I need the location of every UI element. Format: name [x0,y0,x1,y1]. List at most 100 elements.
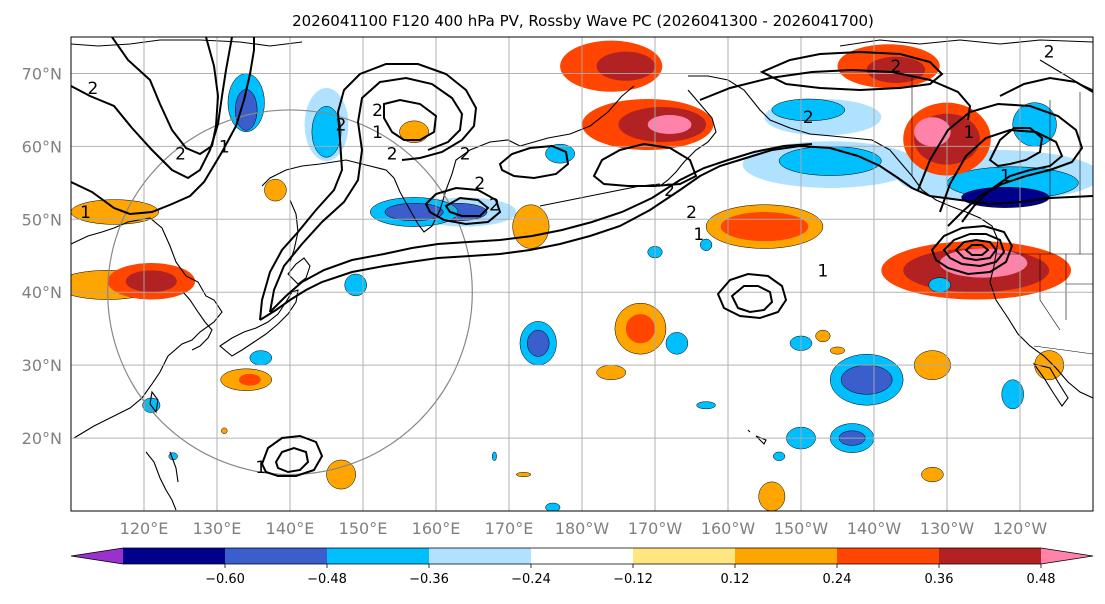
pv-anomaly-6 [647,115,692,134]
colorbar-tick-label: 0.12 [721,572,750,587]
map-frame [70,36,1094,512]
border-us-mexico [1033,345,1093,355]
colorbar-tick-labels: −0.60 −0.48 −0.36 −0.24 −0.12 0.12 0.24 0.36 0.4… [205,564,1056,587]
colorbar-extend-max [1041,548,1093,564]
pv-contour-2-north-b [699,68,972,121]
pv-anomaly-37 [815,329,831,343]
coast-canada-north [839,39,1093,47]
contour-label: 2 [890,57,901,77]
contour-label: 1 [817,261,828,281]
pv-contour-2-bering [498,144,570,180]
contour-label: 1 [80,203,91,223]
pv-anomaly-25 [311,106,342,158]
pv-anomaly-11 [771,98,846,122]
pv-anomaly-48 [829,346,846,355]
colorbar-segment [327,548,430,564]
rossby-region-circle [107,109,473,476]
pv-contour-ne-loop-b [939,128,1064,223]
colorbar-segment [225,548,328,564]
pv-anomaly-1 [596,51,655,81]
colorbar-segment [123,548,226,564]
colorbar-outline [70,547,1094,565]
lat-tick-label: 20°N [22,429,62,448]
contour-label: 2 [489,196,500,216]
coast-japan-hokkaido [287,257,311,285]
contour-label: 2 [803,108,814,128]
pv-anomaly-45 [758,481,786,511]
colorbar-segment [429,548,532,564]
pv-contour-1-loop-b [730,285,774,314]
lon-tick-label: 150°W [774,519,829,538]
pv-anomaly-46 [221,427,228,434]
colorbar-segment [837,548,940,564]
pv-contour-cutoff-2 [942,233,1006,268]
colorbar-segment [531,548,634,564]
colorbar-tick-label: −0.60 [205,572,245,587]
coast-chukotka [519,85,635,147]
contour-label: 1 [963,123,974,143]
pv-anomaly-30 [71,199,159,225]
colorbar-tick-label: −0.12 [613,572,653,587]
pv-contour-1-ridge [259,63,478,321]
pv-anomaly-23 [720,212,809,242]
pv-anomaly-64 [1001,379,1024,410]
colorbar-segment [735,548,838,564]
pv-contour-sw-loop [260,434,324,477]
colorbar-extend-min [71,548,123,564]
pv-anomaly-33 [125,270,177,293]
pv-contour-cutoff-3 [954,238,998,262]
latitude-labels: 70°N 60°N 50°N 40°N 30°N 20°N [22,64,62,448]
contour-label: 2 [372,101,383,121]
coast-okhotsk [261,159,395,187]
lon-tick-label: 170°W [628,519,683,538]
pv-anomaly-57 [527,329,550,357]
pv-contour-1-trough [259,144,1093,321]
pv-anomaly-44 [921,466,944,483]
contour-label: 1 [693,225,704,245]
lon-tick-label: 160°W [701,519,756,538]
pv-anomaly-9 [778,146,882,176]
coast-hudson-approx [1039,59,1093,91]
pv-contour-2-trough [269,143,813,313]
coast-hawaii [747,429,767,445]
colorbar-tick-label: 0.48 [1027,572,1056,587]
pv-anomaly-73 [545,502,561,511]
coast-siberia-north [71,39,303,47]
pv-anomaly-71 [773,451,786,461]
lat-tick-label: 60°N [22,137,62,156]
coast-taiwan [149,390,159,414]
pv-anomaly-36 [625,314,656,344]
pv-anomaly-47 [516,472,532,477]
lon-tick-label: 180°W [555,519,610,538]
coast-east-asia [71,217,223,439]
pv-contour-2-low-b [444,196,490,217]
pv-contour-2-ridge [269,76,464,313]
pv-contour-2-bering-b [592,142,698,187]
colorbar-tick-label: −0.36 [409,572,449,587]
lon-tick-label: 140°W [847,519,902,538]
pv-anomaly-42 [238,373,261,386]
pv-contour-2-west [71,37,233,180]
pv-anomaly-34 [264,178,287,202]
pv-contour-1-loop [716,272,788,320]
lon-tick-label: 160°E [412,519,461,538]
pv-contour-2-ridge-inner [383,98,438,141]
contour-label: 2 [686,203,697,223]
coast-japan-honshu [219,289,299,357]
lat-tick-label: 30°N [22,356,62,375]
colorbar-tick-label: 0.36 [925,572,954,587]
lon-tick-label: 150°E [339,519,388,538]
colorbar-tick-label: −0.48 [307,572,347,587]
contour-label: 2 [387,145,398,165]
figure-title: 2026041100 F120 400 hPa PV, Rossby Wave … [292,12,874,30]
contour-label: 2 [175,145,186,165]
lon-tick-label: 120°W [993,519,1048,538]
pv-contour-cutoff-4 [964,244,990,256]
contour-label: 2 [474,174,485,194]
pv-anomaly-28 [512,204,550,249]
colorbar-segment [939,548,1042,564]
pv-anomaly-74 [491,451,497,461]
lat-tick-label: 40°N [22,283,62,302]
